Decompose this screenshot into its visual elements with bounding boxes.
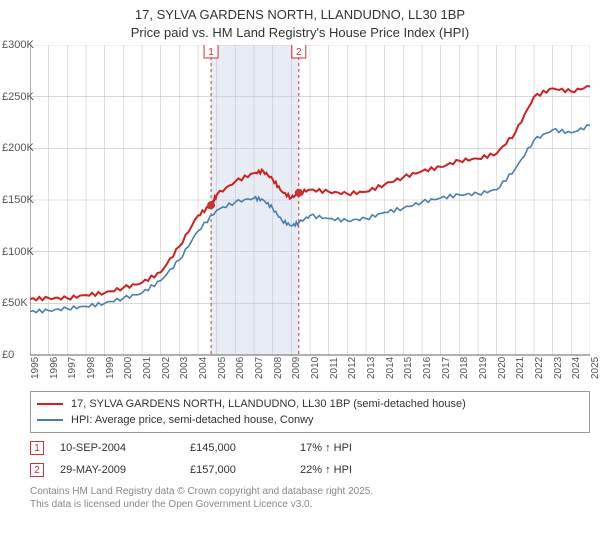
y-axis-label: £150K <box>2 194 34 206</box>
legend-row-2: HPI: Average price, semi-detached house,… <box>37 412 583 428</box>
sale-hpi-2: 22% ↑ HPI <box>300 464 352 476</box>
sale-hpi-1: 17% ↑ HPI <box>300 442 352 454</box>
chart-title: 17, SYLVA GARDENS NORTH, LLANDUDNO, LL30… <box>0 0 600 41</box>
y-axis-label: £100K <box>2 246 34 258</box>
title-line1: 17, SYLVA GARDENS NORTH, LLANDUDNO, LL30… <box>0 6 600 24</box>
x-axis-label: 2025 <box>590 357 600 379</box>
legend-swatch-1 <box>37 403 63 405</box>
y-axis-label: £250K <box>2 91 34 103</box>
svg-text:2: 2 <box>296 47 302 58</box>
sale-price-2: £157,000 <box>190 464 300 476</box>
copyright: Contains HM Land Registry data © Crown c… <box>30 485 590 511</box>
sale-marker-2: 2 <box>30 463 44 477</box>
legend: 17, SYLVA GARDENS NORTH, LLANDUDNO, LL30… <box>30 391 590 433</box>
sale-price-1: £145,000 <box>190 442 300 454</box>
sale-date-2: 29-MAY-2009 <box>60 464 190 476</box>
chart-area: 12 £0£50K£100K£150K£200K£250K£300K 19951… <box>30 45 590 385</box>
svg-text:1: 1 <box>208 47 214 58</box>
legend-label-2: HPI: Average price, semi-detached house,… <box>71 414 314 426</box>
y-axis-label: £200K <box>2 142 34 154</box>
copyright-line1: Contains HM Land Registry data © Crown c… <box>30 485 590 498</box>
sale-date-1: 10-SEP-2004 <box>60 442 190 454</box>
chart-svg: 12 <box>30 45 590 385</box>
sale-row-2: 2 29-MAY-2009 £157,000 22% ↑ HPI <box>30 463 590 477</box>
y-axis-label: £0 <box>2 349 14 361</box>
legend-label-1: 17, SYLVA GARDENS NORTH, LLANDUDNO, LL30… <box>71 398 466 410</box>
sale-marker-1: 1 <box>30 441 44 455</box>
copyright-line2: This data is licensed under the Open Gov… <box>30 498 590 511</box>
y-axis-label: £300K <box>2 39 34 51</box>
title-line2: Price paid vs. HM Land Registry's House … <box>0 24 600 42</box>
sale-row-1: 1 10-SEP-2004 £145,000 17% ↑ HPI <box>30 441 590 455</box>
chart-footer: 17, SYLVA GARDENS NORTH, LLANDUDNO, LL30… <box>30 391 590 511</box>
legend-row-1: 17, SYLVA GARDENS NORTH, LLANDUDNO, LL30… <box>37 396 583 412</box>
y-axis-label: £50K <box>2 297 28 309</box>
legend-swatch-2 <box>37 419 63 421</box>
